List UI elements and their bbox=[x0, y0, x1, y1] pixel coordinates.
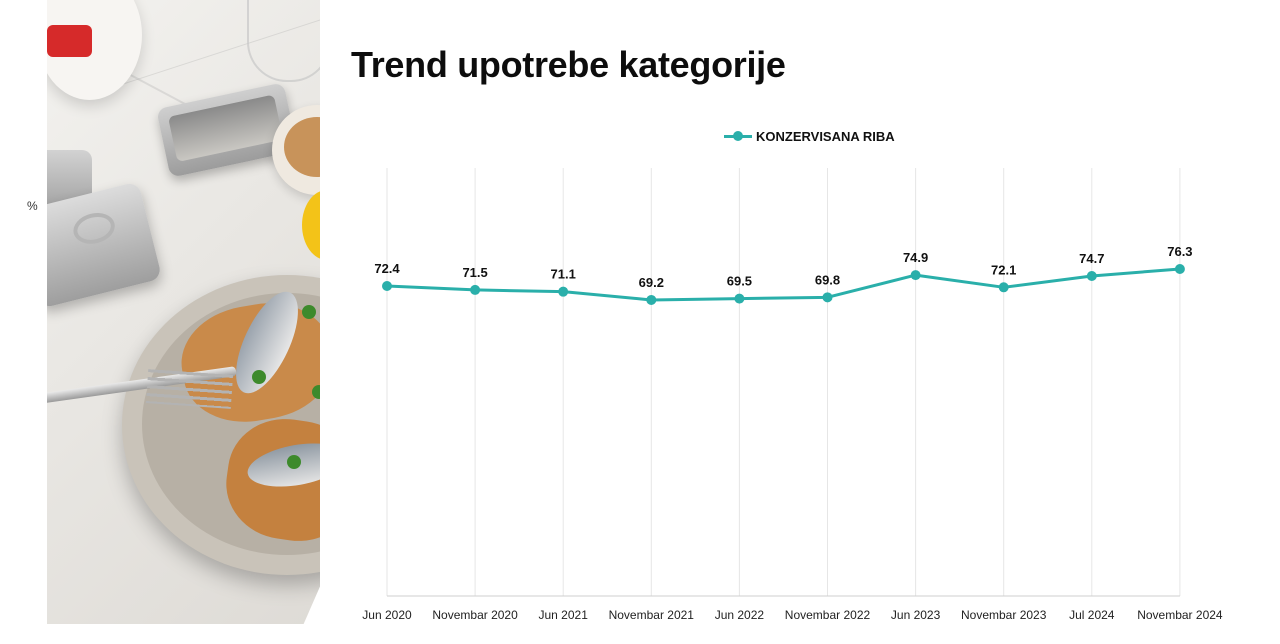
herb bbox=[252, 370, 266, 384]
data-point bbox=[558, 286, 569, 297]
data-label: 72.4 bbox=[374, 261, 400, 276]
lemon bbox=[302, 190, 320, 260]
chart-title: Trend upotrebe kategorije bbox=[351, 44, 786, 85]
legend-marker-icon bbox=[724, 129, 752, 143]
data-label: 69.5 bbox=[727, 274, 752, 289]
chart-legend: KONZERVISANA RIBA bbox=[724, 127, 895, 145]
herb bbox=[312, 385, 320, 399]
x-tick-label: Jul 2024 bbox=[1069, 608, 1115, 622]
data-point bbox=[734, 293, 745, 304]
legend-label: KONZERVISANA RIBA bbox=[756, 128, 895, 144]
x-tick-label: Novembar 2024 bbox=[1137, 608, 1223, 622]
data-label: 76.3 bbox=[1167, 244, 1192, 259]
x-tick-label: Jun 2022 bbox=[715, 608, 765, 622]
x-tick-label: Jun 2021 bbox=[539, 608, 589, 622]
food-photo bbox=[47, 0, 320, 624]
herb bbox=[302, 305, 316, 319]
x-tick-label: Novembar 2021 bbox=[609, 608, 695, 622]
x-tick-label: Novembar 2023 bbox=[961, 608, 1047, 622]
data-label: 72.1 bbox=[991, 262, 1016, 277]
x-tick-label: Novembar 2020 bbox=[432, 608, 518, 622]
data-point bbox=[646, 294, 657, 305]
data-label: 71.1 bbox=[551, 267, 576, 282]
series-line bbox=[386, 267, 1181, 302]
data-point bbox=[1174, 264, 1185, 274]
data-label: 71.5 bbox=[462, 265, 487, 280]
data-point bbox=[382, 281, 392, 291]
data-point bbox=[1086, 270, 1097, 281]
x-tick-label: Novembar 2022 bbox=[785, 608, 871, 622]
data-label: 69.2 bbox=[639, 275, 664, 290]
y-axis-unit-label: % bbox=[27, 199, 38, 213]
data-label: 69.8 bbox=[815, 272, 840, 287]
data-point bbox=[470, 284, 481, 295]
data-label: 74.9 bbox=[903, 250, 928, 265]
herb bbox=[287, 455, 301, 469]
wine-glass bbox=[247, 0, 320, 82]
data-point bbox=[822, 292, 833, 303]
x-tick-label: Jun 2020 bbox=[362, 608, 412, 622]
x-tick-label: Jun 2023 bbox=[891, 608, 941, 622]
data-point bbox=[910, 270, 921, 281]
data-label: 74.7 bbox=[1079, 251, 1104, 266]
data-point bbox=[998, 282, 1009, 293]
